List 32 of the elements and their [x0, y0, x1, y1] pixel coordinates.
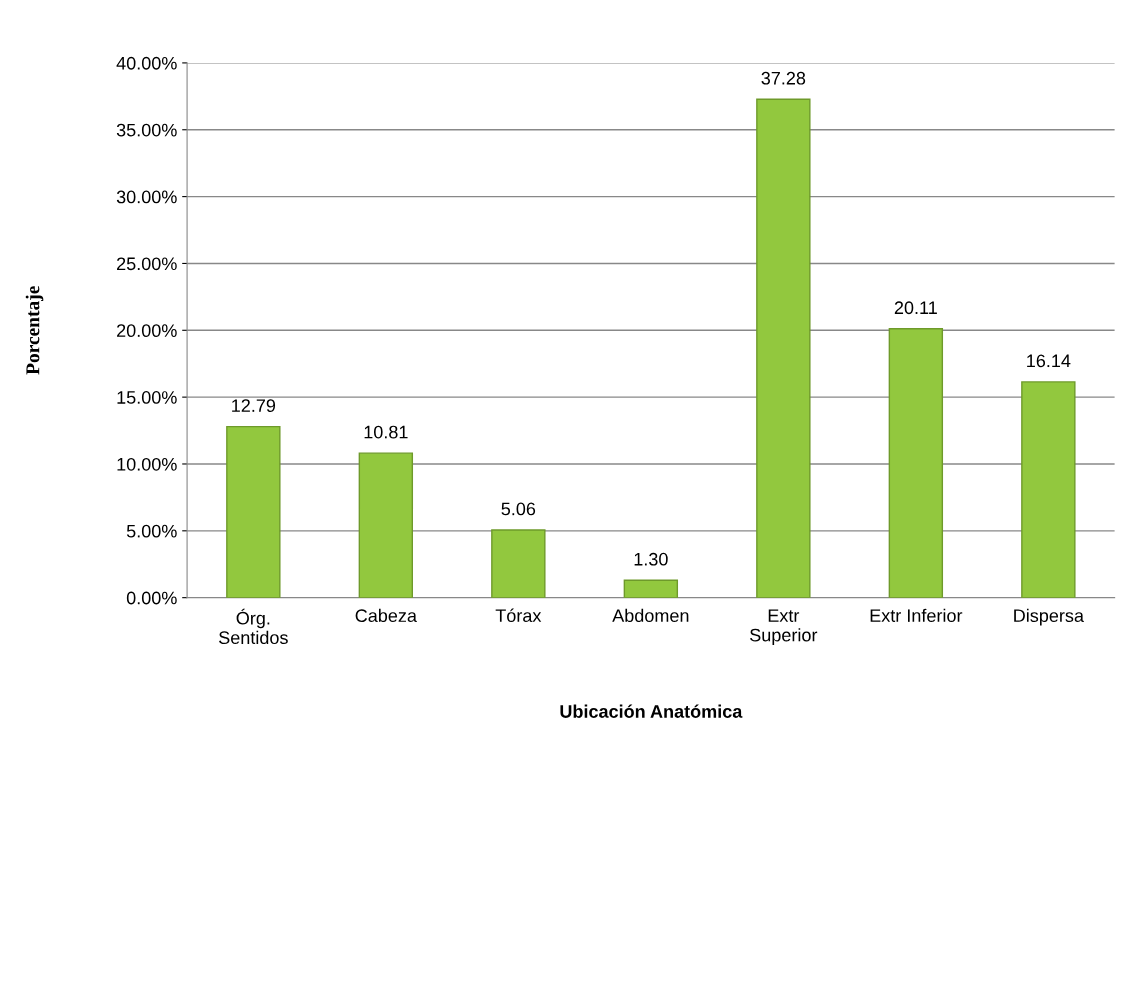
data-label: 1.30 — [634, 552, 668, 566]
bar — [491, 529, 546, 598]
bar — [226, 425, 281, 598]
x-tick-label: Extr Superior — [750, 609, 818, 646]
y-tick-label: 25.00% — [117, 257, 177, 271]
x-tick-label: Órg. Sentidos — [219, 608, 288, 645]
bar — [358, 452, 414, 598]
data-label: 20.11 — [894, 301, 937, 315]
y-tick-label: 15.00% — [117, 391, 177, 404]
y-axis-title: Porcentaje — [25, 286, 44, 375]
x-tick-label: Extr Inferior — [870, 608, 963, 623]
data-label: 10.81 — [364, 425, 408, 439]
bar — [623, 579, 679, 598]
data-label: 37.28 — [761, 71, 806, 85]
y-tick-label: 30.00% — [116, 190, 177, 204]
data-label: 12.79 — [232, 399, 276, 412]
data-label: 16.14 — [1027, 354, 1071, 368]
bar — [888, 328, 944, 598]
y-tick-label: 5.00% — [126, 524, 177, 538]
bar — [756, 98, 811, 598]
y-tick-label: 10.00% — [117, 457, 177, 471]
data-label: 5.06 — [501, 502, 536, 516]
y-tick-label: 0.00% — [126, 591, 177, 605]
bar — [1021, 381, 1076, 598]
x-tick-label: Cabeza — [355, 608, 417, 623]
y-tick-label: 20.00% — [117, 324, 177, 338]
x-tick-label: Tórax — [495, 608, 542, 623]
x-tick-label: Abdomen — [612, 608, 689, 623]
x-tick-label: Dispersa — [1014, 608, 1084, 626]
x-axis-title: Ubicación Anatómica — [560, 704, 743, 718]
y-tick-label: 40.00% — [116, 56, 177, 70]
y-tick-label: 35.00% — [116, 123, 177, 137]
